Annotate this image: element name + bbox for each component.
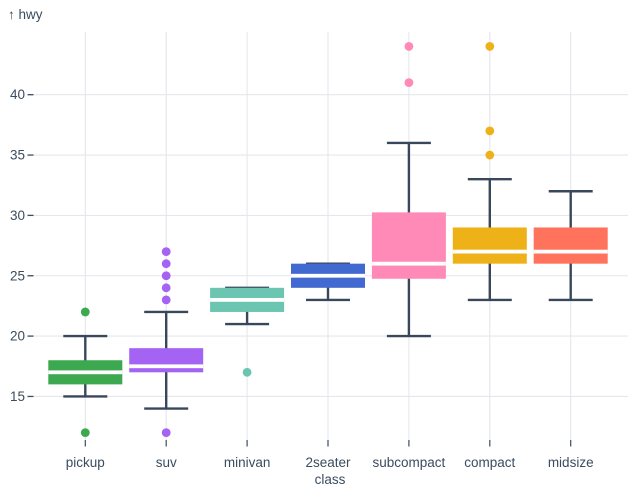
outlier-dot bbox=[161, 295, 171, 305]
boxplot-minivan bbox=[210, 286, 285, 377]
x-tick-label: 2seater bbox=[305, 455, 351, 470]
x-axis-title: class bbox=[315, 472, 346, 487]
x-tick-label: minivan bbox=[224, 455, 271, 470]
y-axis-label: ↑ hwy bbox=[8, 7, 43, 22]
y-tick-label: 40 bbox=[10, 87, 25, 102]
median-line bbox=[533, 249, 608, 254]
iqr-box bbox=[371, 212, 446, 279]
outlier-dot bbox=[161, 283, 171, 293]
iqr-box bbox=[129, 348, 204, 373]
x-tick-label: subcompact bbox=[373, 455, 446, 470]
boxplot-pickup bbox=[48, 307, 123, 438]
y-tick-label: 15 bbox=[10, 389, 25, 404]
box-layer bbox=[48, 42, 608, 438]
outlier-dot bbox=[485, 42, 495, 51]
outlier-dot bbox=[161, 247, 171, 257]
outlier-dot bbox=[404, 42, 414, 51]
iqr-box bbox=[533, 227, 608, 264]
y-tick-label: 25 bbox=[10, 268, 25, 283]
median-line bbox=[452, 249, 527, 254]
boxplot-suv bbox=[129, 247, 204, 438]
outlier-dot bbox=[161, 271, 171, 281]
median-line bbox=[210, 297, 285, 302]
median-line bbox=[371, 261, 446, 266]
x-tick-label: midsize bbox=[548, 455, 594, 470]
boxplot-subcompact bbox=[371, 42, 446, 338]
outlier-dot bbox=[161, 428, 171, 438]
outlier-dot bbox=[80, 307, 90, 317]
x-tick-label: suv bbox=[156, 455, 177, 470]
iqr-box bbox=[452, 227, 527, 264]
outlier-dot bbox=[404, 78, 414, 88]
x-tick-label: compact bbox=[464, 455, 515, 470]
median-line bbox=[48, 370, 123, 375]
boxplot-midsize bbox=[533, 190, 608, 302]
y-tick-label: 35 bbox=[10, 148, 25, 163]
outlier-dot bbox=[485, 126, 495, 136]
outlier-dot bbox=[485, 150, 495, 160]
outlier-dot bbox=[161, 259, 171, 269]
y-tick-label: 30 bbox=[10, 208, 25, 223]
x-tick-label: pickup bbox=[66, 455, 105, 470]
boxplot-2seater bbox=[291, 262, 365, 302]
boxplot-compact bbox=[452, 42, 527, 302]
outlier-dot bbox=[242, 367, 252, 377]
y-tick-label: 20 bbox=[10, 329, 25, 344]
outlier-dot bbox=[80, 428, 90, 438]
median-line bbox=[291, 273, 365, 278]
axis-layer: 15 20 25 30 35 40 pickup suv minivan 2seater subco… bbox=[10, 87, 594, 470]
median-line bbox=[129, 364, 204, 369]
